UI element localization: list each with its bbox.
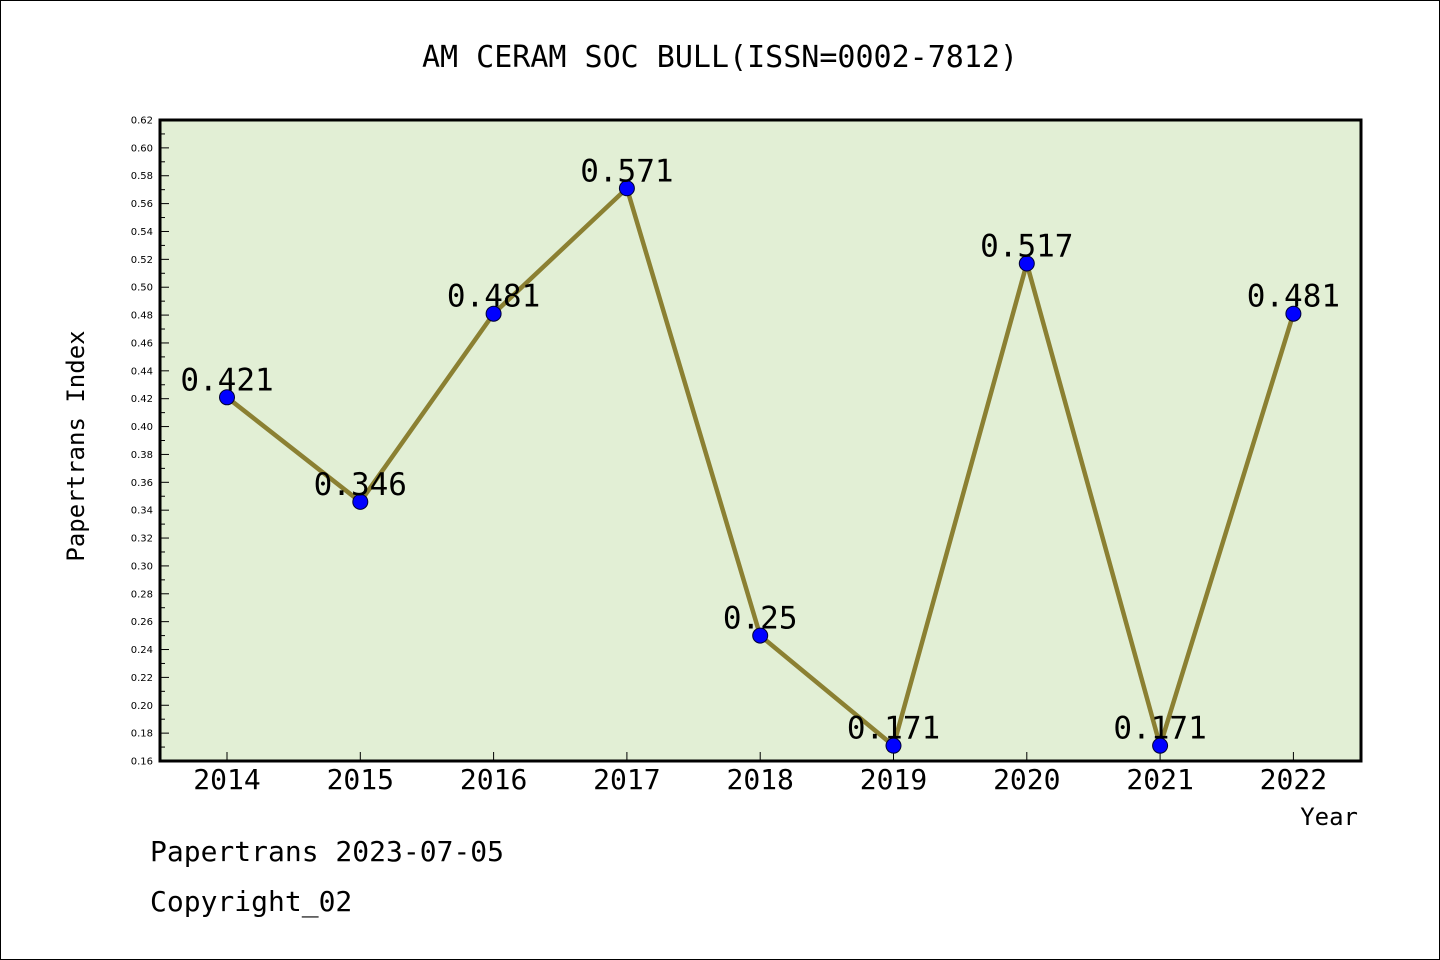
data-label: 0.517 xyxy=(980,229,1073,265)
y-tick-label: 0.62 xyxy=(131,116,153,127)
data-point xyxy=(752,627,769,644)
y-tick-label: 0.52 xyxy=(131,255,153,266)
y-tick-label: 0.36 xyxy=(131,478,153,489)
data-point xyxy=(485,305,502,322)
y-tick-label: 0.28 xyxy=(131,589,153,600)
y-tick-label: 0.54 xyxy=(131,227,153,238)
data-label: 0.171 xyxy=(1113,711,1206,747)
y-tick-label: 0.20 xyxy=(131,701,153,712)
data-label: 0.481 xyxy=(1247,279,1340,315)
y-axis-label: Papertrans Index xyxy=(62,330,90,561)
plot-area xyxy=(158,118,1363,763)
x-tick-label: 2017 xyxy=(593,763,660,796)
data-point xyxy=(1285,305,1302,322)
y-tick-label: 0.24 xyxy=(131,645,153,656)
data-label: 0.421 xyxy=(180,362,273,398)
y-tick-label: 0.18 xyxy=(131,729,153,740)
data-point xyxy=(352,493,369,510)
y-tick-label: 0.50 xyxy=(131,283,153,294)
y-tick-label: 0.44 xyxy=(131,366,153,377)
x-tick-label: 2018 xyxy=(726,763,793,796)
y-tick-label: 0.26 xyxy=(131,617,153,628)
y-tick-label: 0.32 xyxy=(131,534,153,545)
data-point xyxy=(618,180,635,197)
x-tick-label: 2016 xyxy=(460,763,527,796)
y-tick-label: 0.34 xyxy=(131,506,153,517)
y-tick-label: 0.42 xyxy=(131,394,153,405)
x-tick-label: 2020 xyxy=(993,763,1060,796)
data-point xyxy=(1152,737,1169,754)
y-tick-label: 0.58 xyxy=(131,171,153,182)
x-tick-label: 2019 xyxy=(860,763,927,796)
data-label: 0.25 xyxy=(723,601,798,637)
data-point xyxy=(219,389,235,406)
y-tick-label: 0.60 xyxy=(131,143,153,154)
y-tick-label: 0.22 xyxy=(131,673,153,684)
data-point xyxy=(885,737,902,754)
y-tick-label: 0.38 xyxy=(131,450,153,461)
data-label: 0.346 xyxy=(314,467,407,503)
footer-copyright: Copyright_02 xyxy=(150,885,353,918)
data-label: 0.571 xyxy=(580,153,673,189)
x-tick-label: 2015 xyxy=(327,763,394,796)
chart-title: AM CERAM SOC BULL(ISSN=0002-7812) xyxy=(422,40,1018,75)
y-tick-label: 0.56 xyxy=(131,199,153,210)
footer-source: Papertrans 2023-07-05 xyxy=(150,835,505,868)
y-tick-label: 0.48 xyxy=(131,311,153,322)
y-tick-label: 0.30 xyxy=(131,561,153,572)
data-label: 0.171 xyxy=(847,711,940,747)
y-tick-label: 0.46 xyxy=(131,338,153,349)
y-tick-label: 0.40 xyxy=(131,422,153,433)
data-point xyxy=(1018,255,1035,272)
y-tick-label: 0.16 xyxy=(131,757,153,768)
x-axis-label: Year xyxy=(1300,803,1358,831)
x-tick-label: 2022 xyxy=(1260,763,1327,796)
x-tick-label: 2014 xyxy=(193,763,260,796)
x-tick-label: 2021 xyxy=(1126,763,1193,796)
data-label: 0.481 xyxy=(447,279,540,315)
